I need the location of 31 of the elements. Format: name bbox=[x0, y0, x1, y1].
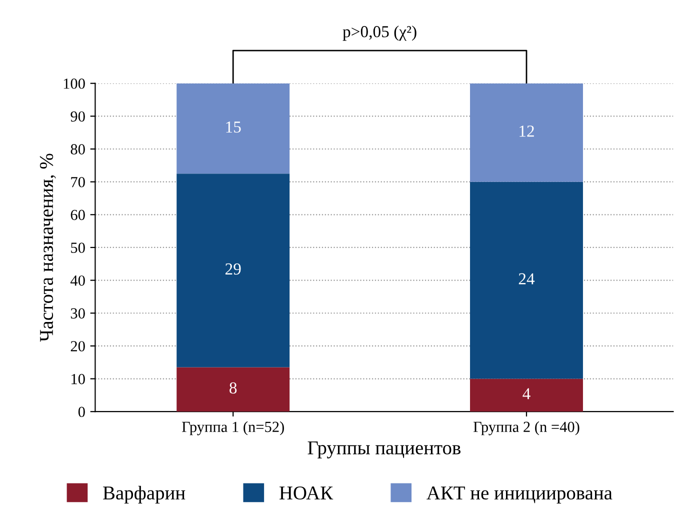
y-tick-label: 80 bbox=[70, 144, 85, 154]
y-tick-label: 40 bbox=[70, 275, 85, 286]
annotation: 15 bbox=[226, 121, 241, 133]
bar bbox=[176, 367, 290, 412]
annotation: 29 bbox=[225, 263, 241, 275]
annotation: 12 bbox=[520, 126, 534, 137]
y-axis-title: Частота назначения, % bbox=[40, 154, 56, 342]
y-tick-label: 20 bbox=[70, 341, 85, 352]
annotation: 8 bbox=[230, 382, 237, 394]
y-tick-label: 90 bbox=[70, 111, 85, 122]
annotation: 4 bbox=[522, 388, 530, 400]
bar bbox=[176, 174, 290, 368]
x-tick-label: Группа 2 (n =40) bbox=[474, 421, 580, 436]
y-tick-label: 10 bbox=[72, 374, 85, 384]
y-tick-label: 60 bbox=[70, 210, 85, 220]
y-tick-label: 30 bbox=[70, 308, 85, 319]
y-tick-label: 70 bbox=[71, 176, 85, 188]
x-tick-label: Группа 1 (n=52) bbox=[182, 421, 284, 436]
y-tick-label: 50 bbox=[71, 242, 85, 253]
legend-label: Варфарин bbox=[103, 486, 186, 504]
bar bbox=[470, 378, 583, 412]
x-axis-title: Группы пациентов bbox=[308, 441, 461, 458]
y-tick-label: 100 bbox=[64, 78, 85, 89]
legend-label: АКТ не инициирована bbox=[426, 486, 612, 504]
text: p>0,05 (χ²) bbox=[342, 26, 416, 41]
bar bbox=[470, 182, 583, 379]
bar bbox=[470, 83, 583, 182]
legend-label: НОАК bbox=[279, 486, 334, 500]
y-tick-label: 0 bbox=[78, 406, 85, 418]
annotation: 24 bbox=[518, 273, 535, 284]
bar bbox=[176, 83, 290, 174]
